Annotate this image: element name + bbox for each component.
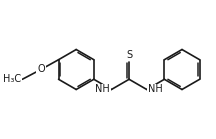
- Text: NH: NH: [148, 85, 163, 95]
- Text: O: O: [37, 64, 45, 75]
- Text: H₃C: H₃C: [3, 74, 21, 84]
- Text: S: S: [126, 50, 132, 60]
- Text: NH: NH: [95, 85, 110, 95]
